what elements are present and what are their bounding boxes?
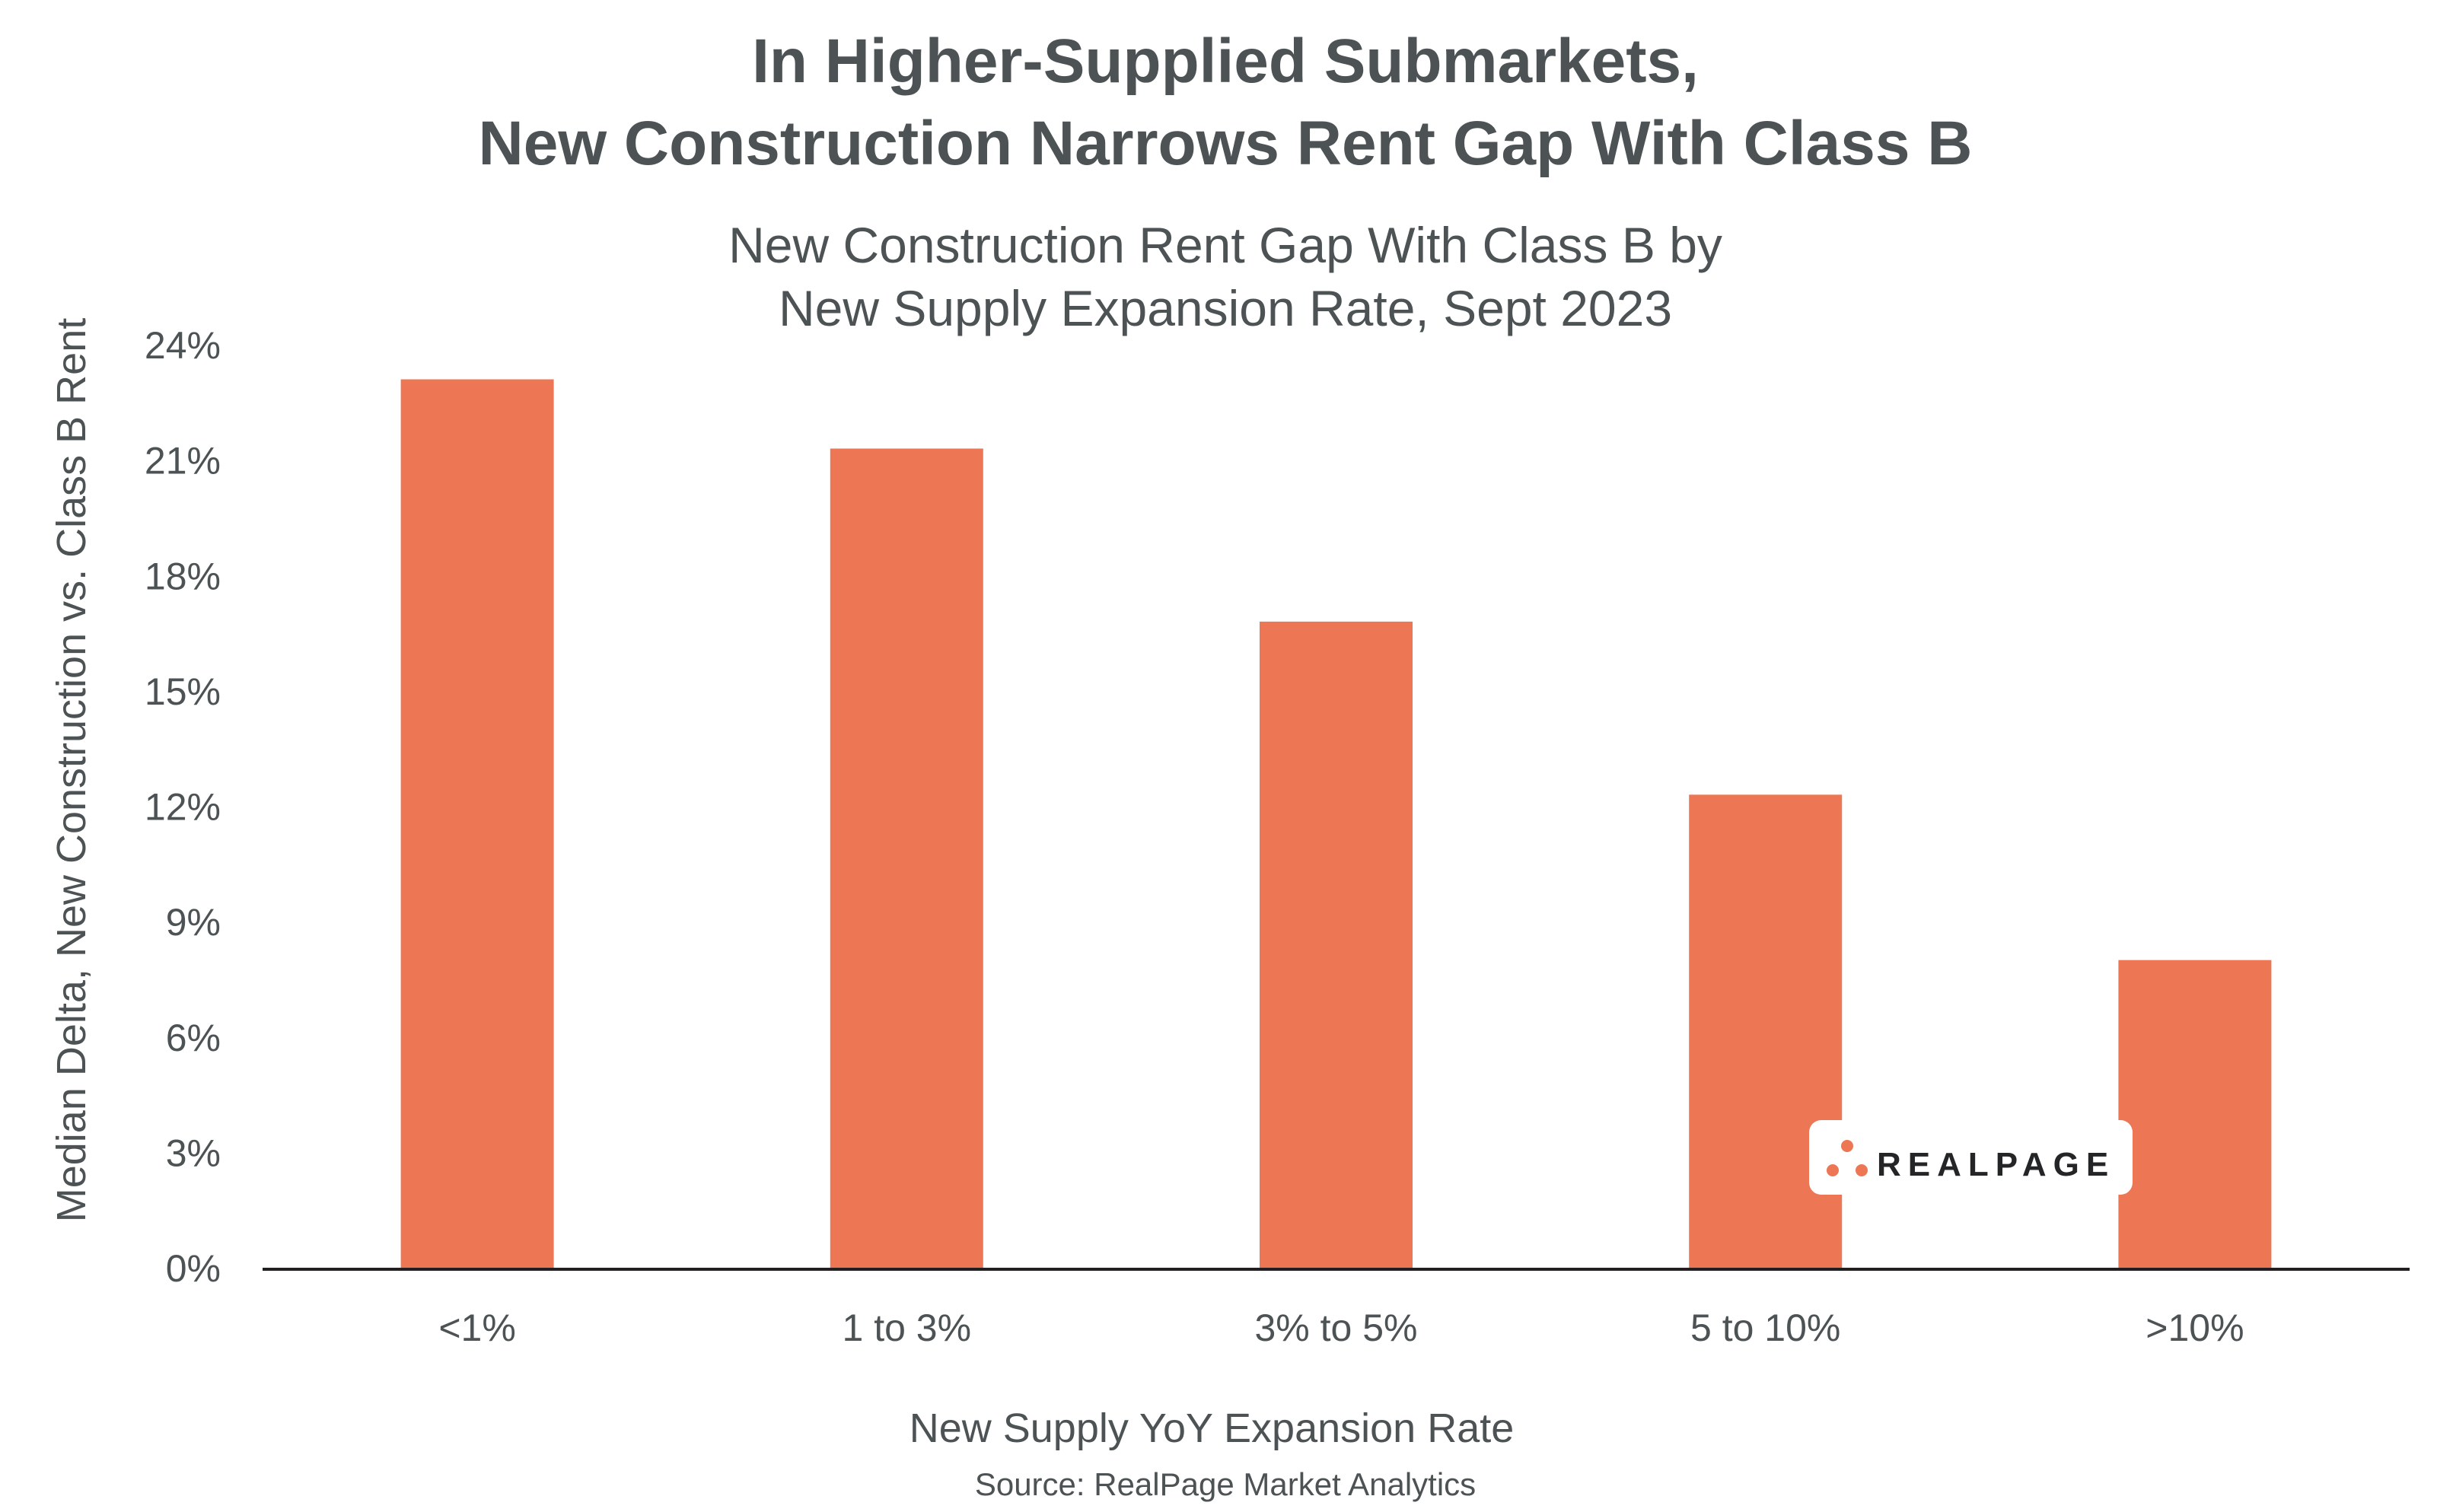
y-tick-label: 9% — [166, 901, 221, 944]
y-tick-label: 24% — [145, 324, 221, 367]
logo-text: REALPAGE — [1877, 1146, 2115, 1183]
y-axis-label: Median Delta, New Construction vs. Class… — [49, 318, 94, 1222]
logo-dot-icon — [1841, 1140, 1853, 1152]
logo-dot-icon — [1827, 1164, 1839, 1176]
x-tick-label: 1 to 3% — [843, 1307, 972, 1349]
chart-subtitle-line-2: New Supply Expansion Rate, Sept 2023 — [779, 280, 1672, 336]
realpage-logo: REALPAGE — [1809, 1120, 2133, 1195]
chart-title-line-2: New Construction Narrows Rent Gap With C… — [479, 109, 1973, 178]
chart-title-line-1: In Higher-Supplied Submarkets, — [752, 27, 1699, 96]
y-tick-label: 18% — [145, 555, 221, 597]
bar-4 — [2118, 960, 2272, 1268]
bars — [400, 379, 2272, 1268]
y-tick-label: 15% — [145, 670, 221, 713]
bar-3 — [1689, 794, 1843, 1268]
x-tick-label: <1% — [438, 1307, 515, 1349]
x-axis-ticks: <1% 1 to 3% 3% to 5% 5 to 10% >10% — [438, 1307, 2244, 1349]
y-tick-label: 12% — [145, 786, 221, 829]
logo-dot-icon — [1856, 1164, 1868, 1176]
x-tick-label: 3% to 5% — [1254, 1307, 1417, 1349]
source-note: Source: RealPage Market Analytics — [975, 1466, 1476, 1502]
bar-2 — [1260, 621, 1413, 1268]
x-tick-label: >10% — [2146, 1307, 2244, 1349]
chart-subtitle-line-1: New Construction Rent Gap With Class B b… — [728, 217, 1722, 273]
x-tick-label: 5 to 10% — [1690, 1307, 1840, 1349]
y-tick-label: 6% — [166, 1017, 221, 1059]
bar-1 — [830, 448, 983, 1268]
bar-0 — [400, 379, 554, 1268]
y-axis-ticks: 0% 3% 6% 9% 12% 15% 18% 21% 24% — [145, 324, 221, 1290]
x-axis-label: New Supply YoY Expansion Rate — [909, 1405, 1515, 1451]
y-tick-label: 21% — [145, 440, 221, 482]
y-tick-label: 0% — [166, 1247, 221, 1290]
y-tick-label: 3% — [166, 1132, 221, 1174]
